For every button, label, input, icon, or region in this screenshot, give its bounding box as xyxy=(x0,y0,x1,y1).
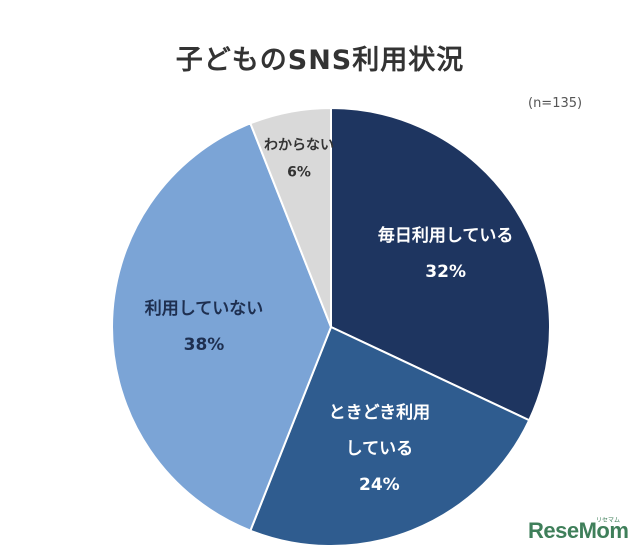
slice-category-label-2: ときどき利用 xyxy=(329,402,431,423)
slice-category-label-3: 利用していない xyxy=(145,298,264,319)
slice-category-label-4: わからない xyxy=(264,138,334,154)
pie-slice-2 xyxy=(249,325,531,547)
slice-value-label-4: 6% xyxy=(287,165,311,181)
slice-value-label-3: 38% xyxy=(184,335,225,355)
slice-value-label-2: 24% xyxy=(359,475,400,495)
chart-title: 子どものSNS利用状況 xyxy=(175,45,465,76)
pie-slice-1 xyxy=(330,106,551,422)
slice-value-label-1: 32% xyxy=(425,262,466,282)
sample-size-note: (n=135) xyxy=(528,96,583,111)
slice-category-label-2: している xyxy=(346,439,414,459)
pie-slice-4 xyxy=(249,106,332,328)
slice-category-label-1: 毎日利用している xyxy=(378,225,514,246)
resemom-logo-kana: リセマム xyxy=(596,517,621,524)
pie-slice-3 xyxy=(111,122,333,532)
resemom-logo: ReseMom xyxy=(528,518,629,543)
